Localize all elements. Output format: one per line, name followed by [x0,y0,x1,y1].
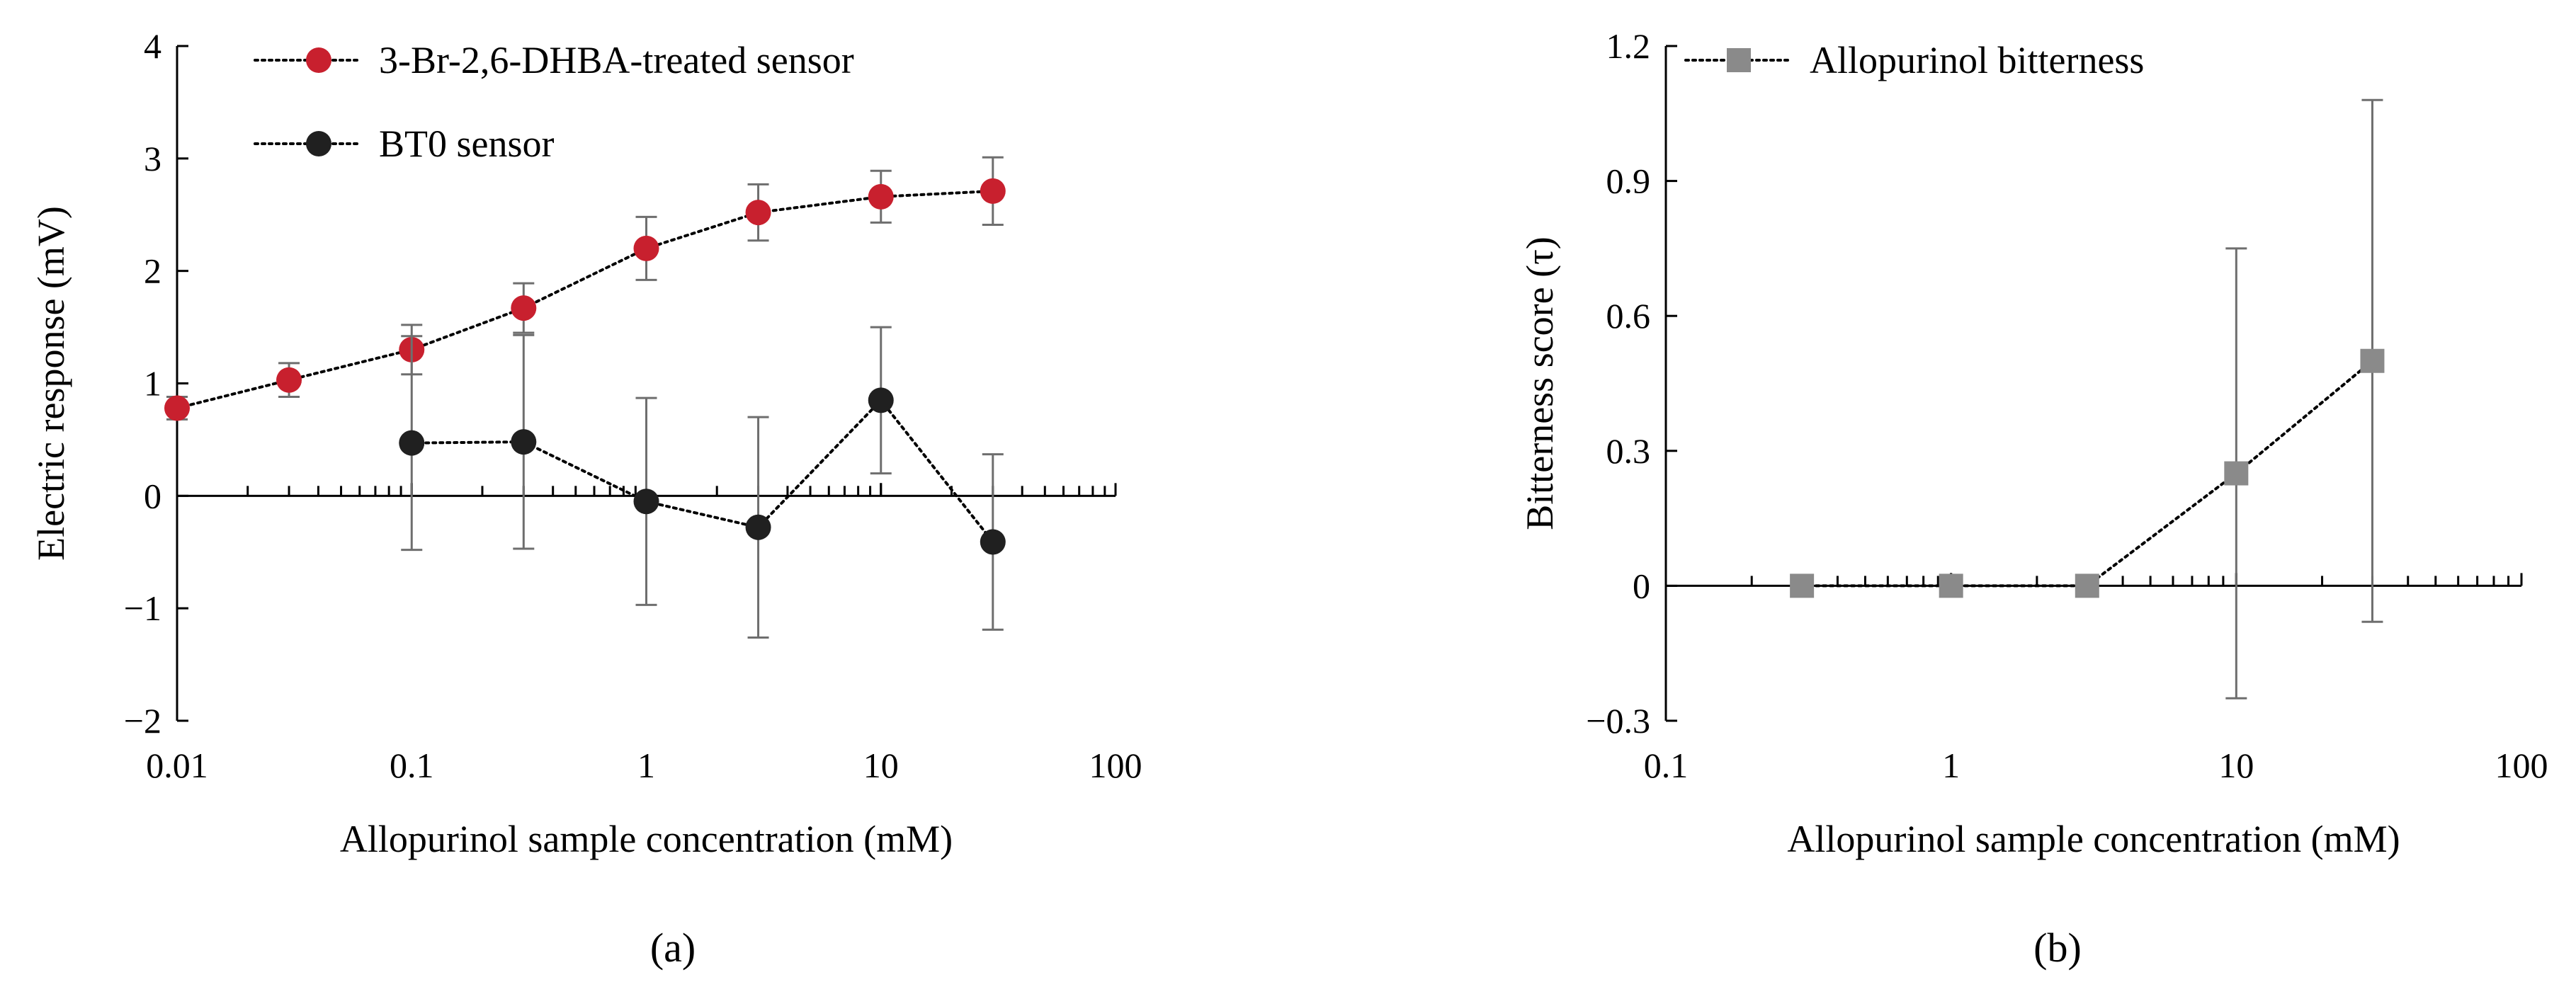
data-point [868,183,894,210]
x-tick-label: 10 [2218,746,2254,785]
data-point [633,489,659,515]
series-line [410,398,994,544]
panel-label: (a) [650,925,696,971]
data-point [980,529,1006,555]
x-axis-title: Allopurinol sample concentration (mM) [1787,818,2400,860]
series-1 [164,156,1006,421]
y-tick-label: 4 [144,26,161,66]
series-1 [1790,98,2385,700]
x-tick-label: 0.1 [390,746,434,785]
y-tick-label: −2 [124,701,161,741]
data-point [2224,461,2249,486]
x-tick-label: 10 [863,746,899,785]
legend-label: Allopurinol bitterness [1810,39,2144,81]
chart-b: −0.3 0 0.3 0.6 0.9 1.2 0.1 1 10 100 Allopurinol sa… [1519,26,2548,971]
series-line [176,189,994,410]
y-tick-label: 0.6 [1606,296,1651,336]
data-point [633,235,659,261]
y-tick-label: −1 [124,588,161,628]
x-tick-label: 1 [637,746,655,785]
y-tick-label: 0.9 [1606,161,1651,201]
data-point [2075,573,2099,598]
x-tick-label: 0.1 [1644,746,1689,785]
y-tick-label: −0.3 [1586,701,1650,741]
data-point [745,200,771,226]
data-point [868,387,894,413]
data-point [1939,573,1963,598]
y-tick-label: 0 [144,476,161,515]
legend-entry: BT0 sensor [254,122,555,165]
y-tick-label: 3 [144,139,161,178]
legend-label: 3-Br-2,6-DHBA-treated sensor [379,39,854,81]
legend-marker [1727,48,1751,72]
data-point [511,295,537,321]
data-point [399,430,425,456]
data-point [511,429,537,455]
chart-a: −2 −1 0 1 2 3 4 0.01 0.1 1 10 100 Allopurinol sample… [30,26,1142,971]
data-point [164,395,190,421]
data-point [980,178,1006,204]
data-point [1790,573,1815,598]
data-point [745,514,771,540]
series-2 [399,326,1006,639]
y-tick-label: 0.3 [1606,431,1651,471]
y-tick-label: 1 [144,364,161,404]
legend-marker [306,47,331,73]
legend-entry: Allopurinol bitterness [1684,39,2144,81]
y-tick-label: 0 [1633,566,1650,605]
data-point [2360,348,2385,373]
legend-label: BT0 sensor [379,122,555,165]
x-axis-title: Allopurinol sample concentration (mM) [340,818,953,860]
legend-marker [306,131,331,156]
y-tick-label: 2 [144,251,161,291]
legend-entry: 3-Br-2,6-DHBA-treated sensor [254,39,854,81]
y-tick-label: 1.2 [1606,26,1651,66]
y-axis-title: Electric response (mV) [30,206,72,561]
y-axis-title: Bitterness score (τ) [1519,236,1561,530]
x-tick-label: 100 [1089,746,1142,785]
x-tick-label: 100 [2495,746,2548,785]
x-tick-label: 0.01 [146,746,208,785]
x-tick-label: 1 [1942,746,1960,785]
panel-label: (b) [2033,925,2082,971]
data-point [276,367,302,393]
series-line [1800,359,2374,588]
